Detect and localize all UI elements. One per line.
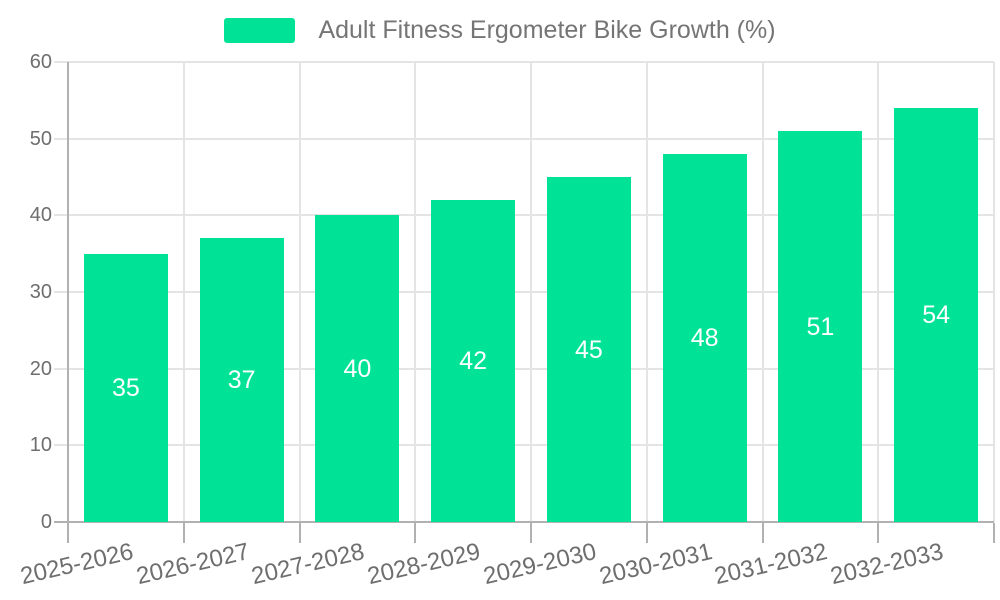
- bar-value-label: 42: [459, 347, 488, 375]
- x-axis-tick: [877, 523, 880, 543]
- bar-value-label: 35: [111, 373, 140, 402]
- bar-value-label: 40: [343, 354, 372, 383]
- bar-value-label: 51: [806, 312, 835, 341]
- v-gridline: [761, 62, 764, 522]
- bar[interactable]: 54: [894, 108, 979, 522]
- h-gridline: [54, 291, 994, 293]
- bar[interactable]: 37: [199, 238, 284, 522]
- y-tick-label: 50: [29, 127, 52, 150]
- y-tick-label: 20: [29, 357, 52, 380]
- v-gridline: [182, 62, 185, 522]
- x-axis-tick: [761, 523, 764, 543]
- bar[interactable]: 48: [662, 154, 747, 522]
- h-gridline: [54, 367, 994, 370]
- y-tick-label: 10: [29, 434, 52, 457]
- x-axis-tick: [182, 523, 185, 543]
- v-gridline: [298, 62, 301, 522]
- x-axis-tick: [530, 523, 532, 543]
- v-gridline: [993, 62, 995, 522]
- y-tick-label: 40: [29, 204, 52, 227]
- x-axis-tick: [298, 523, 301, 543]
- bar-value-label: 45: [574, 335, 603, 364]
- h-gridline: [54, 214, 994, 217]
- h-gridline: [54, 137, 994, 140]
- bar[interactable]: 51: [778, 131, 863, 522]
- bar[interactable]: 42: [431, 200, 516, 522]
- x-axis-tick: [67, 523, 69, 543]
- v-gridline: [414, 62, 417, 522]
- y-tick-label: 30: [29, 281, 52, 303]
- v-gridline: [877, 62, 880, 522]
- bar-value-label: 54: [922, 301, 951, 329]
- x-axis-tick: [414, 523, 417, 543]
- bar[interactable]: 40: [315, 215, 400, 522]
- y-tick-label: 60: [29, 51, 52, 73]
- h-gridline: [54, 444, 994, 447]
- x-axis-tick: [993, 523, 995, 543]
- legend-label: Adult Fitness Ergometer Bike Growth (%): [318, 16, 776, 44]
- h-gridline: [54, 61, 994, 63]
- bar-value-label: 48: [690, 324, 719, 352]
- bar[interactable]: 35: [83, 253, 168, 522]
- bar-value-label: 37: [227, 366, 256, 395]
- x-axis-line: [54, 521, 994, 523]
- legend-item[interactable]: Adult Fitness Ergometer Bike Growth (%): [224, 15, 776, 45]
- x-axis-tick: [645, 523, 648, 543]
- legend: Adult Fitness Ergometer Bike Growth (%): [0, 15, 1000, 45]
- y-axis-line: [67, 62, 69, 542]
- y-tick-label: 0: [40, 511, 52, 533]
- v-gridline: [645, 62, 648, 522]
- v-gridline: [530, 62, 532, 522]
- legend-marker-icon: [224, 17, 296, 43]
- bar[interactable]: 45: [546, 177, 631, 522]
